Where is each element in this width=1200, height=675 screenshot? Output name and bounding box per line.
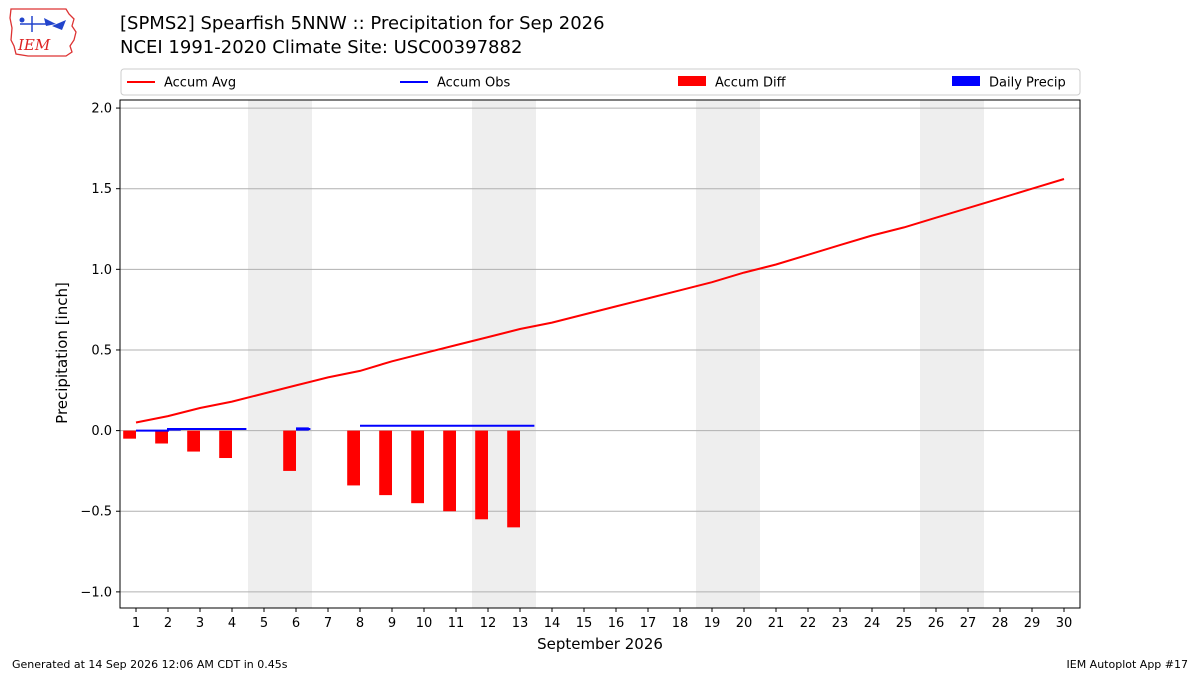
accum-diff-bar <box>475 430 488 520</box>
weekend-band <box>920 100 952 608</box>
x-tick-label: 3 <box>196 616 204 631</box>
footer-generated: Generated at 14 Sep 2026 12:06 AM CDT in… <box>12 658 288 671</box>
accum-diff-bar <box>187 430 200 452</box>
x-tick-label: 2 <box>164 616 172 631</box>
logo-text: IEM <box>17 36 51 54</box>
y-tick-label: 0.5 <box>91 343 112 358</box>
weekend-band <box>952 100 984 608</box>
y-tick-label: 1.0 <box>91 263 112 278</box>
x-tick-label: 27 <box>960 616 977 631</box>
x-tick-label: 12 <box>480 616 497 631</box>
y-tick-label: 0.0 <box>91 424 112 439</box>
x-tick-label: 21 <box>768 616 785 631</box>
x-tick-label: 28 <box>992 616 1009 631</box>
x-tick-label: 20 <box>736 616 753 631</box>
weekend-band <box>504 100 536 608</box>
x-tick-label: 1 <box>132 616 140 631</box>
accum-diff-bar <box>379 430 392 496</box>
x-tick-label: 9 <box>388 616 396 631</box>
accum-avg-line <box>135 178 1065 424</box>
y-tick-label: 2.0 <box>91 102 112 117</box>
y-tick-label: −0.5 <box>80 505 112 520</box>
chart-title: [SPMS2] Spearfish 5NNW :: Precipitation … <box>120 13 605 34</box>
x-tick-label: 19 <box>704 616 721 631</box>
accum-obs-line <box>136 428 247 432</box>
legend-label-accum-avg: Accum Avg <box>164 76 236 91</box>
y-axis-label: Precipitation [inch] <box>53 282 71 424</box>
accum-diff-bar <box>507 430 520 528</box>
x-tick-label: 17 <box>640 616 657 631</box>
weekend-band <box>248 100 280 608</box>
x-tick-label: 7 <box>324 616 332 631</box>
legend-label-accum-diff: Accum Diff <box>715 76 787 91</box>
x-tick-label: 11 <box>448 616 465 631</box>
weekend-band <box>280 100 312 608</box>
legend-swatch-daily-precip <box>952 76 980 86</box>
x-tick-label: 18 <box>672 616 689 631</box>
y-tick-label: 1.5 <box>91 182 112 197</box>
x-tick-label: 22 <box>800 616 817 631</box>
x-tick-label: 24 <box>864 616 881 631</box>
chart-legend: Accum Avg Accum Obs Accum Diff Daily Precip <box>120 68 1081 96</box>
plot-frame <box>119 99 1081 609</box>
accum-diff-bar <box>443 430 456 512</box>
chart-subtitle: NCEI 1991-2020 Climate Site: USC00397882 <box>120 37 523 58</box>
x-tick-label: 25 <box>896 616 913 631</box>
legend-label-daily-precip: Daily Precip <box>989 76 1066 91</box>
accum-diff-bar <box>283 430 296 471</box>
x-tick-label: 13 <box>512 616 529 631</box>
x-axis-label: September 2026 <box>537 635 663 653</box>
x-tick-label: 6 <box>292 616 300 631</box>
weekend-band <box>472 100 504 608</box>
legend-label-accum-obs: Accum Obs <box>437 76 510 91</box>
x-tick-label: 4 <box>228 616 236 631</box>
legend-swatch-accum-diff <box>678 76 706 86</box>
x-tick-label: 10 <box>416 616 433 631</box>
x-tick-label: 16 <box>608 616 625 631</box>
accum-diff-bar <box>411 430 424 504</box>
accum-diff-bar <box>219 430 232 459</box>
x-tick-label: 26 <box>928 616 945 631</box>
x-tick-label: 23 <box>832 616 849 631</box>
x-tick-label: 30 <box>1056 616 1073 631</box>
x-tick-label: 5 <box>260 616 268 631</box>
accum-diff-bar <box>347 430 360 486</box>
iem-logo: IEM <box>8 6 80 58</box>
weekend-band <box>728 100 760 608</box>
footer-app: IEM Autoplot App #17 <box>1066 658 1189 671</box>
legend-box <box>120 68 1081 96</box>
x-tick-label: 15 <box>576 616 593 631</box>
weekend-band <box>696 100 728 608</box>
x-tick-label: 8 <box>356 616 364 631</box>
x-tick-label: 14 <box>544 616 561 631</box>
accum-diff-bar <box>123 430 136 439</box>
x-tick-label: 29 <box>1024 616 1041 631</box>
accum-diff-bar <box>155 430 168 444</box>
iem-iowa-logo-icon: IEM <box>9 8 77 57</box>
y-tick-label: −1.0 <box>80 585 112 600</box>
